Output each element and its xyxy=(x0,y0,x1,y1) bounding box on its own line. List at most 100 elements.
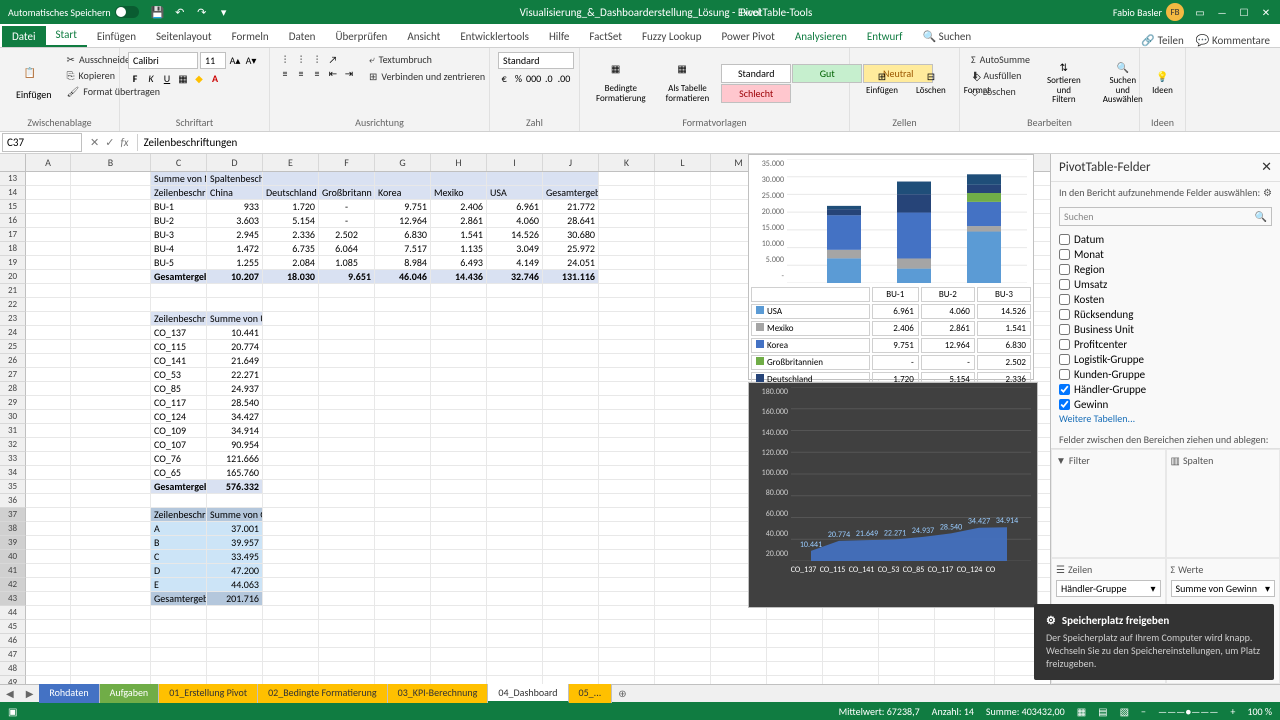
row-header-15[interactable]: 15 xyxy=(0,200,26,214)
cancel-formula-icon[interactable]: ✕ xyxy=(90,136,99,149)
save-icon[interactable]: 💾 xyxy=(151,5,165,19)
fill-button[interactable]: ⬇ Ausfüllen xyxy=(968,68,1033,83)
minimize-icon[interactable]: — xyxy=(1216,6,1228,18)
row-header-43[interactable]: 43 xyxy=(0,592,26,606)
values-area-item[interactable]: Summe von Gewinn▾ xyxy=(1171,580,1276,597)
align-top-icon[interactable]: ⫶ xyxy=(278,52,292,66)
decrease-font-icon[interactable]: A▾ xyxy=(244,54,258,68)
undo-icon[interactable]: ↶ xyxy=(173,5,187,19)
view-pagelayout-icon[interactable]: ▤ xyxy=(1098,705,1107,718)
confirm-formula-icon[interactable]: ✓ xyxy=(105,136,114,149)
conditional-format-button[interactable]: ▦Bedingte Formatierung xyxy=(588,60,654,106)
share-button[interactable]: 🔗 Teilen xyxy=(1141,34,1183,47)
row-header-20[interactable]: 20 xyxy=(0,270,26,284)
field-Business Unit[interactable]: Business Unit xyxy=(1059,322,1272,337)
align-bottom-icon[interactable]: ⫶ xyxy=(310,52,324,66)
sheet-nav-prev[interactable]: ◀ xyxy=(0,687,20,700)
col-header-E[interactable]: E xyxy=(263,154,319,171)
row-header-41[interactable]: 41 xyxy=(0,564,26,578)
currency-icon[interactable]: € xyxy=(498,71,510,85)
insert-cells-button[interactable]: ⊞Einfügen xyxy=(858,52,906,114)
row-header-29[interactable]: 29 xyxy=(0,396,26,410)
row-header-44[interactable]: 44 xyxy=(0,606,26,620)
number-format-select[interactable]: Standard xyxy=(498,52,574,69)
field-Händler-Gruppe[interactable]: Händler-Gruppe xyxy=(1059,382,1272,397)
row-header-32[interactable]: 32 xyxy=(0,438,26,452)
tab-search[interactable]: 🔍 Suchen xyxy=(912,26,981,47)
row-header-39[interactable]: 39 xyxy=(0,536,26,550)
sheet-tab-Rohdaten[interactable]: Rohdaten xyxy=(39,684,99,703)
notification-toast[interactable]: ⚙Speicherplatz freigeben Der Speicherpla… xyxy=(1034,604,1274,680)
row-header-19[interactable]: 19 xyxy=(0,256,26,270)
field-Monat[interactable]: Monat xyxy=(1059,247,1272,262)
qat-dropdown-icon[interactable]: ▾ xyxy=(217,5,231,19)
col-header-G[interactable]: G xyxy=(375,154,431,171)
row-header-31[interactable]: 31 xyxy=(0,424,26,438)
tab-review[interactable]: Überprüfen xyxy=(325,26,397,47)
tab-pagelayout[interactable]: Seitenlayout xyxy=(146,26,222,47)
field-search-input[interactable]: Suchen 🔍 xyxy=(1059,207,1272,226)
italic-icon[interactable]: K xyxy=(144,71,158,85)
row-header-35[interactable]: 35 xyxy=(0,480,26,494)
font-color-icon[interactable]: A xyxy=(208,71,222,85)
sheet-tab-02_Bedingte Formatierung[interactable]: 02_Bedingte Formatierung xyxy=(258,684,388,703)
thousands-icon[interactable]: 000 xyxy=(527,71,541,85)
style-standard[interactable]: Standard xyxy=(721,64,791,83)
row-header-36[interactable]: 36 xyxy=(0,494,26,508)
col-header-H[interactable]: H xyxy=(431,154,487,171)
row-header-27[interactable]: 27 xyxy=(0,368,26,382)
underline-icon[interactable]: U xyxy=(160,71,174,85)
indent-increase-icon[interactable]: ⇥ xyxy=(342,66,356,80)
orientation-icon[interactable]: ↗ xyxy=(326,52,340,66)
row-header-34[interactable]: 34 xyxy=(0,466,26,480)
zoom-slider[interactable]: ———●——— xyxy=(1158,705,1218,718)
row-header-30[interactable]: 30 xyxy=(0,410,26,424)
toggle-icon[interactable] xyxy=(115,6,139,18)
formula-bar[interactable]: Zeilenbeschriftungen xyxy=(137,134,1280,151)
col-header-I[interactable]: I xyxy=(487,154,543,171)
ideas-button[interactable]: 💡Ideen xyxy=(1148,52,1177,114)
col-header-D[interactable]: D xyxy=(207,154,263,171)
sheet-tab-04_Dashboard[interactable]: 04_Dashboard xyxy=(488,684,568,703)
row-header-33[interactable]: 33 xyxy=(0,452,26,466)
sheet-nav-next[interactable]: ▶ xyxy=(20,687,40,700)
row-header-49[interactable]: 49 xyxy=(0,676,26,684)
tab-powerpivot[interactable]: Power Pivot xyxy=(711,26,784,47)
row-header-26[interactable]: 26 xyxy=(0,354,26,368)
row-header-24[interactable]: 24 xyxy=(0,326,26,340)
tab-start[interactable]: Start xyxy=(46,24,87,47)
sheet-tab-05_...[interactable]: 05_... xyxy=(569,684,613,703)
fill-color-icon[interactable]: ◆ xyxy=(192,71,206,85)
field-Kunden-Gruppe[interactable]: Kunden-Gruppe xyxy=(1059,367,1272,382)
ribbon-options-icon[interactable]: ▭ xyxy=(1194,6,1206,18)
field-Kosten[interactable]: Kosten xyxy=(1059,292,1272,307)
new-sheet-button[interactable]: ⊕ xyxy=(612,687,632,700)
tab-formulas[interactable]: Formeln xyxy=(222,26,279,47)
bold-icon[interactable]: F xyxy=(128,71,142,85)
row-header-40[interactable]: 40 xyxy=(0,550,26,564)
style-schlecht[interactable]: Schlecht xyxy=(721,84,791,103)
tab-fuzzy[interactable]: Fuzzy Lookup xyxy=(632,26,712,47)
row-header-18[interactable]: 18 xyxy=(0,242,26,256)
more-tables-link[interactable]: Weitere Tabellen... xyxy=(1051,410,1280,427)
area-chart[interactable]: 180.000160.000140.000120.000100.00080.00… xyxy=(748,382,1038,608)
font-name-select[interactable]: Calibri xyxy=(128,52,198,69)
record-macro-icon[interactable]: ▣ xyxy=(8,705,17,718)
row-header-42[interactable]: 42 xyxy=(0,578,26,592)
row-header-13[interactable]: 13 xyxy=(0,172,26,186)
row-header-23[interactable]: 23 xyxy=(0,312,26,326)
increase-decimal-icon[interactable]: .0 xyxy=(543,71,555,85)
field-Rücksendung[interactable]: Rücksendung xyxy=(1059,307,1272,322)
zoom-in-icon[interactable]: + xyxy=(1230,705,1235,718)
row-header-25[interactable]: 25 xyxy=(0,340,26,354)
col-header-C[interactable]: C xyxy=(151,154,207,171)
col-header-K[interactable]: K xyxy=(599,154,655,171)
row-header-17[interactable]: 17 xyxy=(0,228,26,242)
sheet-tab-03_KPI-Berechnung[interactable]: 03_KPI-Berechnung xyxy=(388,684,489,703)
tab-help[interactable]: Hilfe xyxy=(539,26,579,47)
format-as-table-button[interactable]: ▦Als Tabelle formatieren xyxy=(658,60,718,106)
row-header-16[interactable]: 16 xyxy=(0,214,26,228)
row-header-45[interactable]: 45 xyxy=(0,620,26,634)
row-header-28[interactable]: 28 xyxy=(0,382,26,396)
columns-area[interactable]: ▥Spalten xyxy=(1166,449,1280,558)
